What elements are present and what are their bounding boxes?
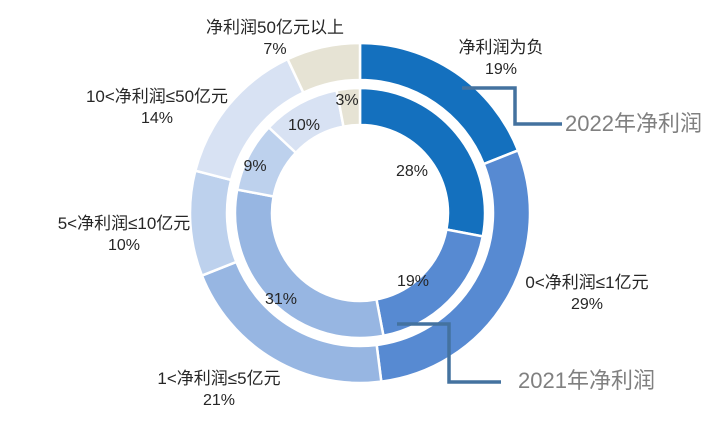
- category-pct: 29%: [570, 296, 604, 313]
- label-net-profit-negative: 净利润为负 19%: [459, 37, 544, 80]
- outer-ring-segment-5: [285, 41, 362, 95]
- category-pct: 19%: [484, 61, 518, 78]
- label-50-plus: 净利润50亿元以上 7%: [206, 17, 344, 60]
- callout-connector-2021: [397, 322, 501, 384]
- inner-ring-value-28: 28%: [395, 163, 429, 180]
- inner-ring-value-19: 19%: [396, 273, 430, 290]
- label-5-to-10: 5<净利润≤10亿元 10%: [58, 213, 191, 256]
- category-name: 净利润为负: [458, 38, 544, 57]
- inner-ring-value-9: 9%: [243, 158, 267, 175]
- inner-ring-segment-2: [233, 188, 385, 340]
- inner-ring-segment-5: [335, 86, 362, 129]
- category-name: 10<净利润≤50亿元: [85, 87, 229, 106]
- category-pct: 14%: [140, 110, 174, 127]
- category-pct: 7%: [263, 41, 287, 58]
- category-pct: 21%: [202, 392, 236, 409]
- outer-ring-segment-3: [188, 169, 238, 278]
- category-name: 5<净利润≤10亿元: [57, 214, 191, 233]
- category-pct: 10%: [107, 237, 141, 254]
- inner-ring-value-3: 3%: [335, 92, 359, 109]
- inner-ring-value-10: 10%: [287, 117, 321, 134]
- series-label-2022: 2022年净利润: [565, 111, 702, 136]
- category-name: 0<净利润≤1亿元: [525, 273, 649, 292]
- callout-connector-2022: [462, 86, 562, 126]
- category-name: 净利润50亿元以上: [206, 18, 344, 37]
- label-1-to-5: 1<净利润≤5亿元 21%: [157, 368, 280, 411]
- category-name: 1<净利润≤5亿元: [157, 369, 281, 388]
- label-10-to-50: 10<净利润≤50亿元 14%: [86, 86, 228, 129]
- label-0-to-1: 0<净利润≤1亿元 29%: [525, 272, 648, 315]
- series-label-2021: 2021年净利润: [518, 368, 655, 393]
- inner-ring-value-31: 31%: [264, 291, 298, 308]
